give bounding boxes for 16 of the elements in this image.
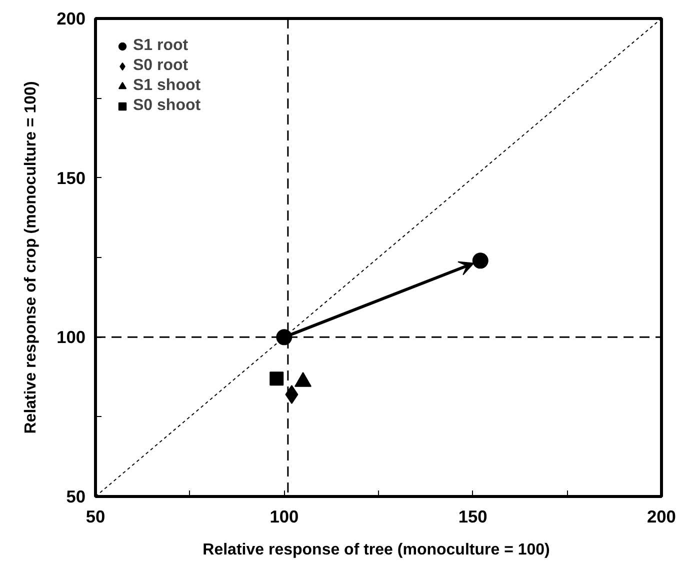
x-axis-title: Relative response of tree (monoculture = 100): [202, 542, 550, 558]
point: [270, 372, 284, 386]
legend-label: S1 shoot: [133, 77, 201, 95]
x-tick-label: 50: [86, 506, 106, 526]
legend-label: S0 root: [133, 57, 188, 75]
legend-label: S0 shoot: [133, 97, 201, 115]
y-tick-label: 200: [56, 8, 86, 28]
x-tick-label: 100: [270, 506, 299, 526]
y-tick-label: 50: [66, 486, 86, 506]
y-tick-label: 150: [56, 168, 86, 188]
legend-label: S1 root: [133, 37, 188, 55]
y-axis-title: Relative response of crop (monoculture = 100): [22, 81, 40, 434]
x-tick-label: 200: [647, 506, 676, 526]
point: [472, 252, 488, 269]
x-tick-label: 150: [458, 506, 488, 526]
y-tick-label: 100: [56, 327, 86, 348]
